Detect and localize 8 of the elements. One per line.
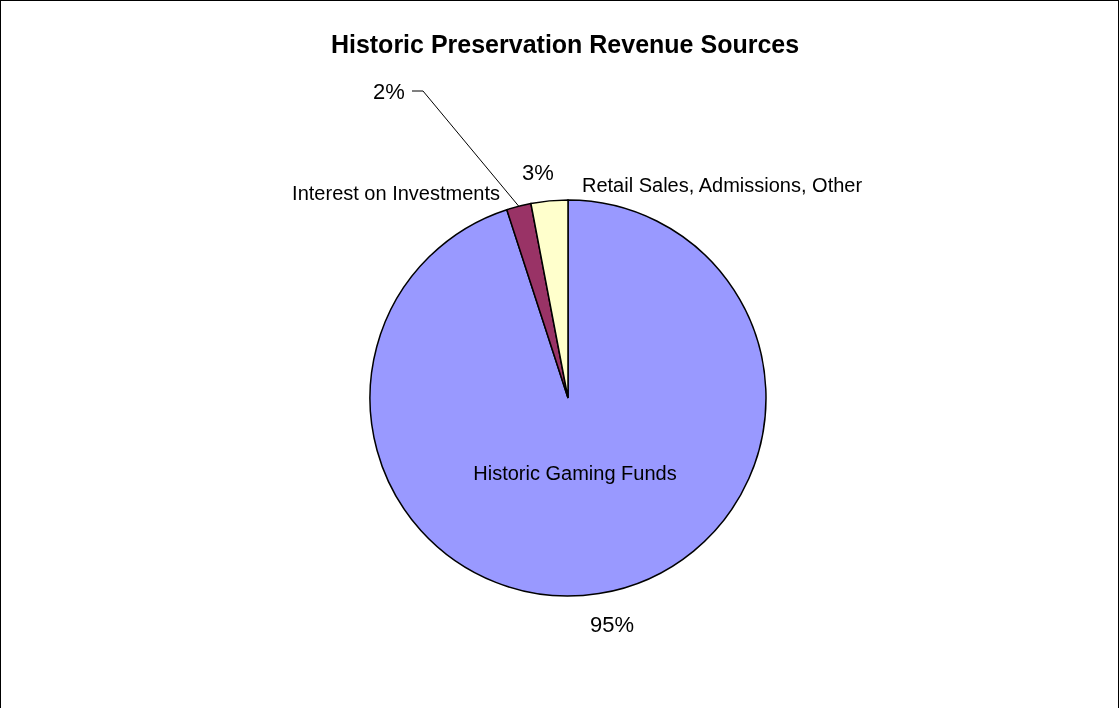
pie-slice (369, 199, 767, 597)
slice-label: Retail Sales, Admissions, Other (582, 174, 863, 196)
data-label: 95% (589, 612, 635, 637)
slice-label: Historic Gaming Funds (473, 462, 677, 484)
slice-label: Interest on Investments (292, 182, 500, 204)
data-label: 2% (373, 79, 405, 104)
chart-title: Historic Preservation Revenue Sources (330, 30, 800, 58)
data-label: 3% (522, 160, 554, 185)
